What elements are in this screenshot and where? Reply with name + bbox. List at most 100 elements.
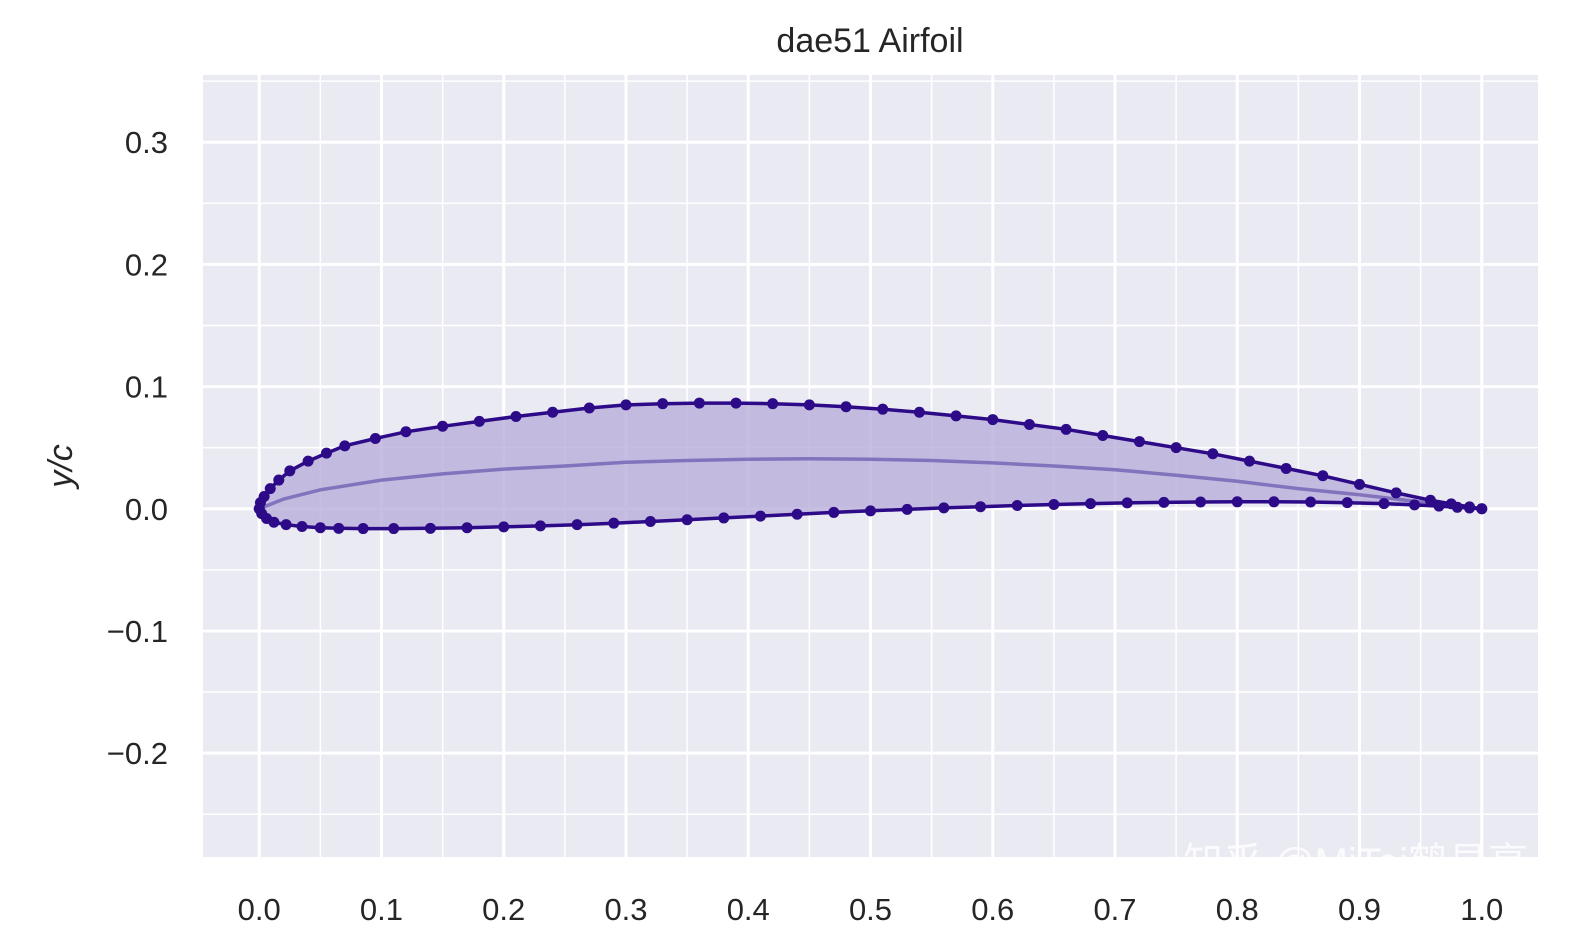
upper-surface-point <box>369 433 381 445</box>
x-tick-label: 0.6 <box>971 892 1014 927</box>
upper-surface-point <box>1207 448 1219 460</box>
lower-surface-point <box>718 512 730 524</box>
x-tick-label: 1.0 <box>1460 892 1503 927</box>
lower-surface-point <box>498 521 510 533</box>
lower-surface-point <box>1048 498 1060 510</box>
lower-surface-point <box>754 510 766 522</box>
lower-surface-point <box>1231 496 1243 508</box>
airfoil-fill <box>259 403 1482 529</box>
upper-surface-point <box>1390 487 1402 499</box>
x-tick-label: 0.2 <box>482 892 525 927</box>
lower-surface-point <box>828 506 840 518</box>
lower-surface-point <box>608 517 620 529</box>
watermark: 知乎 @MiTei鹤見亭 <box>1183 841 1528 885</box>
upper-surface-point <box>657 398 669 410</box>
upper-surface-point <box>950 410 962 422</box>
tick-labels: 0.0 0.1 0.2 0.3 0.4 0.5 0.6 0.7 0.8 0.9 1.0 0.3 0.2 0… <box>107 125 1504 927</box>
y-tick-label: 0.0 <box>125 492 168 527</box>
upper-surface-point <box>620 399 632 411</box>
lower-surface-point <box>938 502 950 514</box>
lower-surface-point <box>388 523 400 535</box>
lower-surface-point <box>1085 498 1097 510</box>
lower-surface-point <box>333 522 345 534</box>
upper-surface-point <box>767 398 779 410</box>
camber-line <box>258 456 1482 511</box>
upper-surface-point <box>1280 462 1292 474</box>
upper-surface-point <box>302 455 314 467</box>
upper-surface-point <box>1023 418 1035 430</box>
lower-surface-point <box>1011 499 1023 511</box>
upper-surface-point <box>877 403 889 415</box>
series-layer <box>253 397 1488 535</box>
upper-surface-point <box>1060 423 1072 435</box>
lower-surface-point <box>681 514 693 526</box>
y-tick-label: 0.2 <box>125 247 168 282</box>
y-tick-label: −0.2 <box>107 736 168 771</box>
y-axis-label: y/c <box>42 444 80 489</box>
upper-surface-point <box>1354 478 1366 490</box>
lower-surface-point <box>1195 496 1207 508</box>
upper-surface-point <box>913 406 925 418</box>
upper-surface-point <box>583 402 595 414</box>
lower-surface-point <box>1158 496 1170 508</box>
upper-surface-point <box>339 440 351 452</box>
upper-surface-point <box>1097 429 1109 441</box>
lower-surface-point <box>791 508 803 520</box>
upper-surface-point <box>510 411 522 423</box>
upper-surface-point <box>1424 494 1436 506</box>
lower-surface-point <box>1341 497 1353 509</box>
x-tick-label: 0.3 <box>604 892 647 927</box>
upper-surface-point <box>840 401 852 413</box>
lower-surface-point <box>1305 496 1317 508</box>
upper-surface-point <box>1243 455 1255 467</box>
lower-surface-point <box>357 523 369 535</box>
upper-surface-point <box>264 483 276 495</box>
x-tick-label: 0.9 <box>1338 892 1381 927</box>
chart-title: dae51 Airfoil <box>776 22 963 60</box>
x-tick-label: 0.0 <box>238 892 281 927</box>
lower-surface-point <box>571 519 583 531</box>
upper-surface-point <box>693 397 705 409</box>
lower-surface-point <box>901 503 913 515</box>
lower-surface-point <box>1409 499 1421 511</box>
y-tick-label: 0.1 <box>125 370 168 405</box>
upper-surface-point <box>1133 436 1145 448</box>
lower-surface-point <box>975 501 987 513</box>
upper-surface-point <box>1317 470 1329 482</box>
x-tick-label: 0.1 <box>360 892 403 927</box>
y-tick-label: −0.1 <box>107 614 168 649</box>
lower-surface-point <box>1476 503 1488 515</box>
lower-surface-point <box>1378 498 1390 510</box>
upper-surface-point <box>284 465 296 477</box>
lower-surface-point <box>534 520 546 532</box>
upper-surface-point <box>273 474 285 486</box>
lower-surface-point <box>1121 497 1133 509</box>
upper-surface-point <box>987 414 999 426</box>
lower-surface-point <box>461 522 473 534</box>
upper-surface-point <box>400 426 412 438</box>
lower-surface-point <box>296 520 308 532</box>
lower-surface-point <box>644 515 656 527</box>
upper-surface-point <box>803 399 815 411</box>
y-tick-label: 0.3 <box>125 125 168 160</box>
x-tick-label: 0.5 <box>849 892 892 927</box>
x-tick-label: 0.7 <box>1093 892 1136 927</box>
upper-surface-point <box>730 397 742 409</box>
x-tick-label: 0.8 <box>1216 892 1259 927</box>
lower-surface-point <box>1451 501 1463 513</box>
lower-surface-point <box>1268 496 1280 508</box>
lower-surface-point <box>1433 500 1445 512</box>
upper-surface-point <box>1170 442 1182 454</box>
lower-surface-point <box>268 516 280 528</box>
lower-surface-point <box>280 519 292 531</box>
upper-surface-point <box>547 406 559 418</box>
x-tick-label: 0.4 <box>727 892 770 927</box>
upper-surface-point <box>437 420 449 432</box>
upper-surface-point <box>473 415 485 427</box>
lower-surface-point <box>865 505 876 517</box>
lower-surface-point <box>1464 502 1476 514</box>
lower-surface-point <box>424 522 436 534</box>
lower-surface-point <box>314 522 326 534</box>
upper-surface-point <box>320 447 332 459</box>
